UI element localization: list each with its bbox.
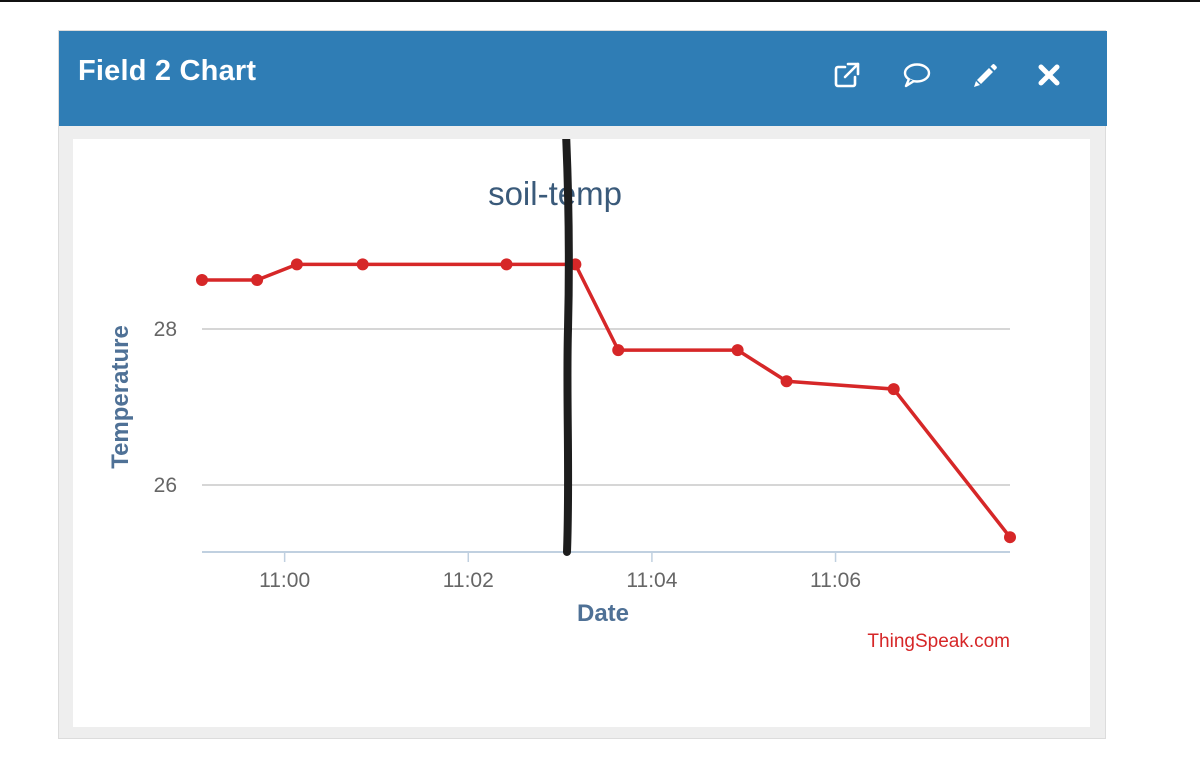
chart-credit-link[interactable]: ThingSpeak.com (867, 631, 1010, 652)
comment-icon[interactable] (901, 59, 933, 91)
data-point[interactable] (731, 344, 744, 357)
data-point[interactable] (196, 273, 208, 286)
data-point[interactable] (251, 273, 264, 286)
widget-header: Field 2 Chart (59, 31, 1107, 126)
data-point[interactable] (500, 258, 513, 271)
y-axis-title: Temperature (107, 325, 134, 469)
plot-area: 26 28 11:00 11:02 11:04 11:06 soil-temp Date … (73, 129, 1090, 727)
x-tick-label: 11:00 (259, 569, 310, 592)
data-point[interactable] (290, 258, 303, 271)
data-point[interactable] (780, 375, 793, 388)
y-tick-label: 28 (154, 318, 177, 341)
data-point[interactable] (1004, 531, 1016, 544)
series-line (202, 262, 1012, 539)
top-border-line (0, 0, 1200, 2)
widget-title: Field 2 Chart (78, 55, 257, 87)
close-icon[interactable] (1033, 59, 1065, 91)
data-point[interactable] (612, 344, 625, 357)
x-tick-label: 11:02 (443, 569, 494, 592)
chart-widget: Field 2 Chart (58, 30, 1107, 739)
marker-stroke (562, 129, 573, 556)
x-axis-title: Date (577, 600, 629, 627)
x-tick-label: 11:06 (810, 569, 861, 592)
y-tick-label: 26 (154, 474, 177, 497)
data-point[interactable] (887, 383, 900, 396)
pencil-icon[interactable] (969, 59, 1001, 91)
data-point[interactable] (356, 258, 369, 271)
chart-title: soil-temp (488, 175, 622, 212)
external-link-icon[interactable] (831, 59, 863, 91)
x-tick-label: 11:04 (626, 569, 677, 592)
